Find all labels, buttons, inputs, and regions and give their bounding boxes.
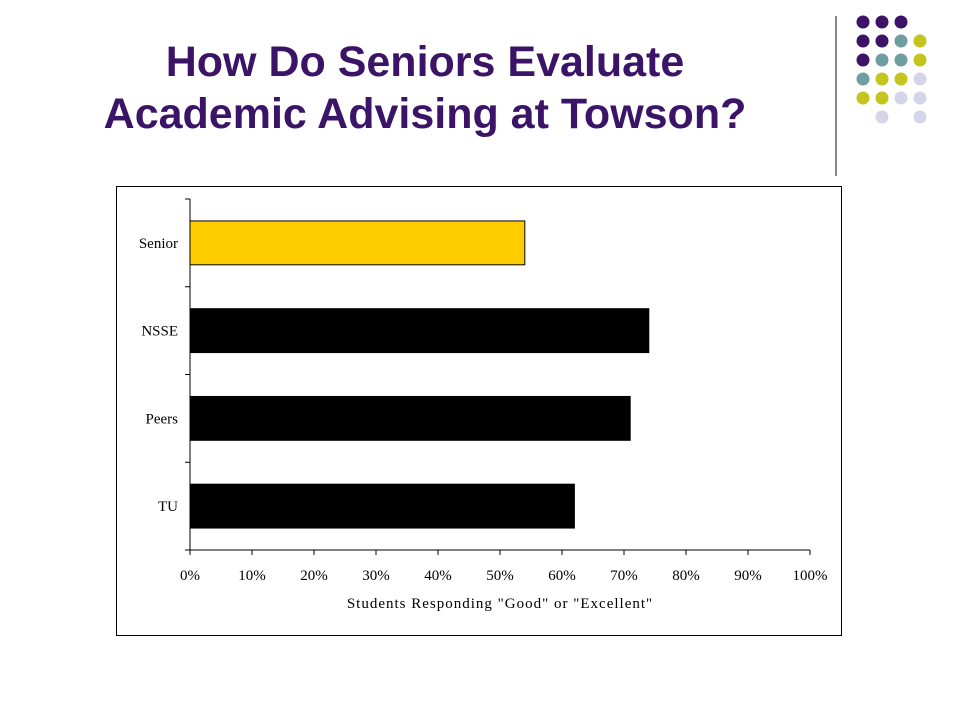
decorative-dot (856, 72, 870, 86)
decorative-dot-grid (856, 15, 927, 124)
decorative-dot (913, 110, 927, 124)
x-tick-label: 50% (486, 568, 514, 584)
x-tick-label: 40% (424, 568, 452, 584)
x-tick-label: 0% (180, 568, 200, 584)
decorative-dot (875, 15, 889, 29)
bar-tu (189, 483, 575, 529)
decorative-dot (913, 34, 927, 48)
decorative-dot (856, 53, 870, 67)
decorative-dot (875, 91, 889, 105)
slide-title-line-1: How Do Seniors Evaluate (165, 38, 685, 86)
y-tick-label-nsse: NSSE (141, 324, 178, 340)
x-axis-title: Students Responding "Good" or "Excellent… (347, 596, 653, 612)
decorative-dot (875, 34, 889, 48)
decorative-dot (894, 15, 908, 29)
chart-frame: Senior NSSE Peers TU 0% 10% 20% 30% 40% 50% 60% 70%… (116, 186, 842, 636)
bar-senior (189, 220, 526, 266)
y-tick-label-tu: TU (158, 499, 178, 515)
x-tick-label: 90% (734, 568, 762, 584)
decorative-dot (875, 53, 889, 67)
bar-chart: Senior NSSE Peers TU 0% 10% 20% 30% 40% 50% 60% 70%… (139, 198, 828, 612)
bar-peers (189, 395, 631, 441)
decorative-dot (875, 72, 889, 86)
y-tick-label-peers: Peers (146, 411, 179, 427)
x-tick-label: 10% (238, 568, 266, 584)
x-tick-label: 60% (548, 568, 576, 584)
x-tick-label: 100% (793, 568, 828, 584)
x-tick-label: 70% (610, 568, 638, 584)
slide-title: How Do Seniors Evaluate Academic Advisin… (40, 36, 810, 140)
decorative-dot (894, 91, 908, 105)
decorative-dot (856, 34, 870, 48)
decorative-dot (894, 72, 908, 86)
decorative-dot (913, 91, 927, 105)
decorative-dot (856, 15, 870, 29)
decorative-dot (894, 53, 908, 67)
decorative-dot (856, 91, 870, 105)
decorative-dot (913, 53, 927, 67)
x-tick-label: 80% (672, 568, 700, 584)
x-tick-label: 30% (362, 568, 390, 584)
decorative-dot (875, 110, 889, 124)
decorative-dot (913, 72, 927, 86)
y-tick-label-senior: Senior (139, 236, 178, 252)
x-tick-label: 20% (300, 568, 328, 584)
bar-nsse (189, 308, 650, 354)
slide-title-line-2: Academic Advising at Towson? (103, 90, 747, 138)
decorative-dot (894, 34, 908, 48)
title-divider-line (835, 16, 837, 176)
